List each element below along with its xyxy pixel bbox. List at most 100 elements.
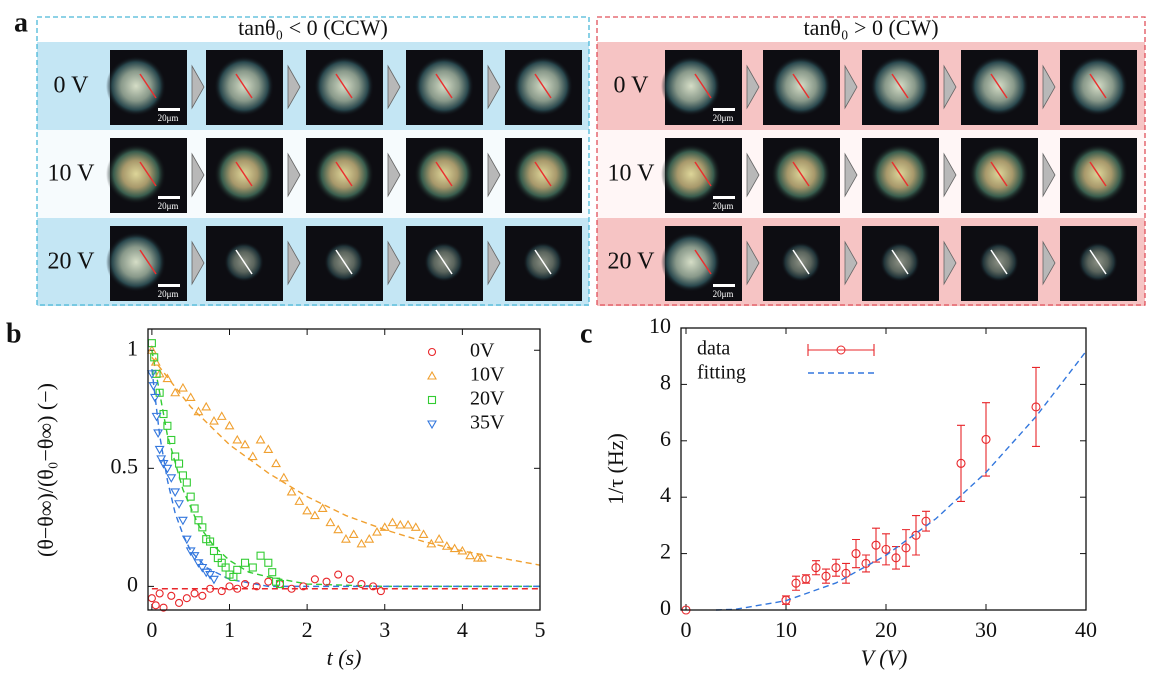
data-point [365,535,373,542]
data-point [176,460,183,467]
y-tick-label: 0.5 [111,453,139,478]
legend-label: data [697,338,730,360]
data-point [443,542,451,549]
row-label: 10 V [608,161,656,187]
data-point [210,576,218,583]
x-tick-label: 1 [224,617,235,642]
error-bar [812,561,820,575]
panel-label: b [6,318,22,349]
scale-bar [713,284,735,287]
panel-label: a [14,7,28,38]
error-bar [957,425,965,501]
scale-bar-label: 20μm [713,201,734,211]
data-point [210,417,218,424]
data-point [389,519,397,526]
error-bar [922,511,930,531]
micrograph-blob [661,56,721,116]
group-title: tanθ₀ < 0 (CCW) [238,15,388,40]
error-bar [1032,367,1040,446]
data-point [466,552,474,559]
row-label: 10 V [48,161,96,187]
data-point [334,526,342,533]
x-tick-label: 3 [379,617,390,642]
data-point [179,472,186,479]
scale-bar [713,196,735,199]
data-point [183,536,191,543]
scale-bar [158,284,180,287]
x-axis-label: t (s) [327,645,362,670]
scale-bar [158,196,180,199]
row-label: 0 V [614,73,650,99]
y-axis-label: 1/τ (Hz) [603,433,628,505]
data-point [272,460,280,467]
fit-curve [716,351,1086,610]
data-point [303,507,311,514]
scale-bar-label: 20μm [158,289,179,299]
x-tick-label: 0 [146,617,157,642]
y-tick-label: 1 [127,335,138,360]
x-tick-label: 4 [457,617,468,642]
data-point [358,581,365,588]
data-point [357,540,365,547]
data-point [218,588,225,595]
y-tick-label: 0 [660,595,671,620]
data-point [156,590,163,597]
data-point [148,595,155,602]
data-point [187,393,195,400]
data-point [175,501,183,508]
x-tick-label: 30 [975,617,997,642]
data-point [265,578,272,585]
error-bar [822,569,830,583]
legend-marker [428,372,436,379]
x-tick-label: 2 [302,617,313,642]
legend-label: 20V [470,388,505,410]
data-point [335,571,342,578]
legend-label: 35V [470,412,505,434]
legend-label: 10V [470,364,505,386]
group-title: tanθ₀ > 0 (CW) [803,15,938,40]
data-point [241,441,249,448]
error-bar [862,555,870,572]
data-point [257,552,264,559]
data-point [350,530,358,537]
panel-label: c [580,318,592,349]
y-tick-label: 6 [660,426,671,451]
x-tick-label: 0 [681,617,692,642]
data-point [435,535,443,542]
data-point [152,602,159,609]
data-point [226,583,233,590]
data-point [226,422,234,429]
micrograph-blob [661,232,721,292]
data-point [396,521,404,528]
scale-bar-label: 20μm [158,201,179,211]
data-point [183,595,190,602]
data-point [264,445,272,452]
data-point [420,530,428,537]
error-bar [832,559,840,576]
data-point [311,512,319,519]
data-point [154,430,162,437]
y-tick-label: 10 [649,313,671,338]
x-tick-label: 40 [1075,617,1097,642]
data-point [167,475,175,482]
data-point [168,592,175,599]
data-point [183,479,190,486]
data-point [179,517,187,524]
x-axis-label: V (V) [861,645,908,670]
micrograph-blob [106,144,166,204]
data-point [346,576,353,583]
data-point [171,489,179,496]
scale-bar [158,108,180,111]
data-point [412,523,420,530]
legend-marker [429,397,436,404]
error-bar [882,534,890,565]
data-point [202,403,210,410]
scale-bar [713,108,735,111]
y-tick-label: 8 [660,369,671,394]
data-point [199,592,206,599]
data-point [257,436,265,443]
data-point [280,474,288,481]
error-bar [892,547,900,570]
data-point [151,394,159,401]
data-point [269,569,276,576]
